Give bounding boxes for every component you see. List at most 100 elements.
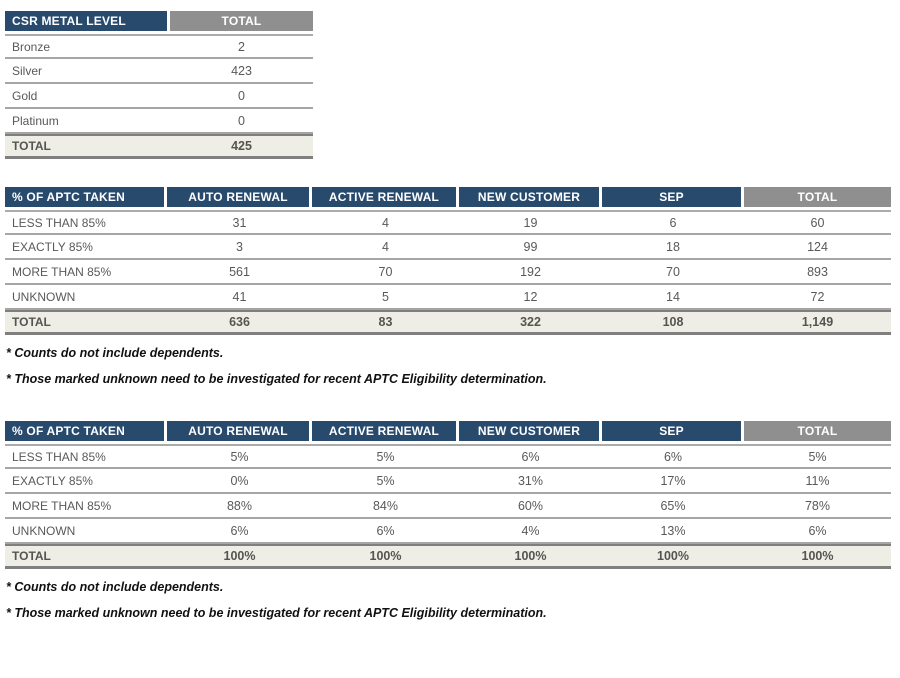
cell-value: 65%: [602, 494, 744, 519]
cell-value: 88%: [167, 494, 312, 519]
cell-value: 31%: [459, 469, 602, 494]
column-header-aptc-taken: % OF APTC TAKEN: [5, 421, 167, 444]
column-header-auto-renewal: AUTO RENEWAL: [167, 187, 312, 210]
cell-value: 17%: [602, 469, 744, 494]
table-row-exactly-85: EXACTLY 85% 0% 5% 31% 17% 11%: [5, 469, 891, 494]
footnote-unknown-investigation: * Those marked unknown need to be invest…: [6, 372, 547, 386]
row-label: LESS THAN 85%: [5, 210, 167, 235]
report-sheet: CSR METAL LEVEL TOTAL Bronze 2 Silver 42…: [5, 11, 891, 620]
row-label: TOTAL: [5, 134, 170, 159]
row-label: Silver: [5, 59, 170, 84]
cell-value: 2: [170, 34, 313, 59]
cell-value: 6%: [602, 444, 744, 469]
column-header-sep: SEP: [602, 187, 744, 210]
cell-value: 5: [312, 285, 459, 310]
table-row-exactly-85: EXACTLY 85% 3 4 99 18 124: [5, 235, 891, 260]
cell-value: 41: [167, 285, 312, 310]
cell-value: 100%: [602, 544, 744, 569]
cell-value: 893: [744, 260, 891, 285]
cell-value: 11%: [744, 469, 891, 494]
cell-value: 5%: [167, 444, 312, 469]
row-label: TOTAL: [5, 310, 167, 335]
cell-value: 561: [167, 260, 312, 285]
cell-value: 192: [459, 260, 602, 285]
cell-value: 31: [167, 210, 312, 235]
footnote-unknown-investigation: * Those marked unknown need to be invest…: [6, 606, 547, 620]
row-label: Platinum: [5, 109, 170, 134]
cell-value: 5%: [312, 444, 459, 469]
cell-value: 423: [170, 59, 313, 84]
row-label: UNKNOWN: [5, 519, 167, 544]
cell-value: 6%: [167, 519, 312, 544]
cell-value: 0: [170, 84, 313, 109]
column-header-auto-renewal: AUTO RENEWAL: [167, 421, 312, 444]
cell-value: 0: [170, 109, 313, 134]
footnote-dependents: * Counts do not include dependents.: [6, 580, 224, 594]
cell-value: 4: [312, 235, 459, 260]
row-label: UNKNOWN: [5, 285, 167, 310]
total-row: TOTAL 636 83 322 108 1,149: [5, 310, 891, 335]
cell-value: 13%: [602, 519, 744, 544]
cell-value: 3: [167, 235, 312, 260]
table-row-unknown: UNKNOWN 41 5 12 14 72: [5, 285, 891, 310]
cell-value: 5%: [312, 469, 459, 494]
table-row-silver: Silver 423: [5, 59, 313, 84]
table-row-more-than-85: MORE THAN 85% 561 70 192 70 893: [5, 260, 891, 285]
column-header-total: TOTAL: [744, 187, 891, 210]
aptc-taken-percent-table: % OF APTC TAKEN AUTO RENEWAL ACTIVE RENE…: [5, 421, 891, 569]
cell-value: 83: [312, 310, 459, 335]
total-row: TOTAL 100% 100% 100% 100% 100%: [5, 544, 891, 569]
cell-value: 0%: [167, 469, 312, 494]
column-header-new-customer: NEW CUSTOMER: [459, 421, 602, 444]
total-row: TOTAL 425: [5, 134, 313, 159]
cell-value: 6%: [459, 444, 602, 469]
cell-value: 18: [602, 235, 744, 260]
cell-value: 1,149: [744, 310, 891, 335]
row-label: LESS THAN 85%: [5, 444, 167, 469]
table-row-more-than-85: MORE THAN 85% 88% 84% 60% 65% 78%: [5, 494, 891, 519]
table-row-gold: Gold 0: [5, 84, 313, 109]
row-label: MORE THAN 85%: [5, 260, 167, 285]
row-label: Bronze: [5, 34, 170, 59]
column-header-total: TOTAL: [170, 11, 313, 34]
table-row-less-than-85: LESS THAN 85% 5% 5% 6% 6% 5%: [5, 444, 891, 469]
cell-value: 60: [744, 210, 891, 235]
column-header-active-renewal: ACTIVE RENEWAL: [312, 421, 459, 444]
cell-value: 6%: [744, 519, 891, 544]
cell-value: 14: [602, 285, 744, 310]
cell-value: 636: [167, 310, 312, 335]
aptc-taken-counts-table: % OF APTC TAKEN AUTO RENEWAL ACTIVE RENE…: [5, 187, 891, 335]
cell-value: 6: [602, 210, 744, 235]
row-label: TOTAL: [5, 544, 167, 569]
cell-value: 108: [602, 310, 744, 335]
table-row-bronze: Bronze 2: [5, 34, 313, 59]
cell-value: 100%: [167, 544, 312, 569]
header-row: % OF APTC TAKEN AUTO RENEWAL ACTIVE RENE…: [5, 421, 891, 444]
header-row: % OF APTC TAKEN AUTO RENEWAL ACTIVE RENE…: [5, 187, 891, 210]
column-header-aptc-taken: % OF APTC TAKEN: [5, 187, 167, 210]
cell-value: 70: [602, 260, 744, 285]
row-label: EXACTLY 85%: [5, 469, 167, 494]
cell-value: 100%: [312, 544, 459, 569]
column-header-new-customer: NEW CUSTOMER: [459, 187, 602, 210]
cell-value: 60%: [459, 494, 602, 519]
row-label: Gold: [5, 84, 170, 109]
cell-value: 100%: [744, 544, 891, 569]
cell-value: 322: [459, 310, 602, 335]
footnote-dependents: * Counts do not include dependents.: [6, 346, 224, 360]
cell-value: 72: [744, 285, 891, 310]
cell-value: 100%: [459, 544, 602, 569]
cell-value: 425: [170, 134, 313, 159]
cell-value: 70: [312, 260, 459, 285]
cell-value: 84%: [312, 494, 459, 519]
column-header-csr-metal-level: CSR METAL LEVEL: [5, 11, 170, 34]
column-header-sep: SEP: [602, 421, 744, 444]
table-row-less-than-85: LESS THAN 85% 31 4 19 6 60: [5, 210, 891, 235]
csr-metal-level-table: CSR METAL LEVEL TOTAL Bronze 2 Silver 42…: [5, 11, 313, 159]
header-row: CSR METAL LEVEL TOTAL: [5, 11, 313, 34]
column-header-total: TOTAL: [744, 421, 891, 444]
cell-value: 12: [459, 285, 602, 310]
cell-value: 19: [459, 210, 602, 235]
cell-value: 99: [459, 235, 602, 260]
row-label: EXACTLY 85%: [5, 235, 167, 260]
